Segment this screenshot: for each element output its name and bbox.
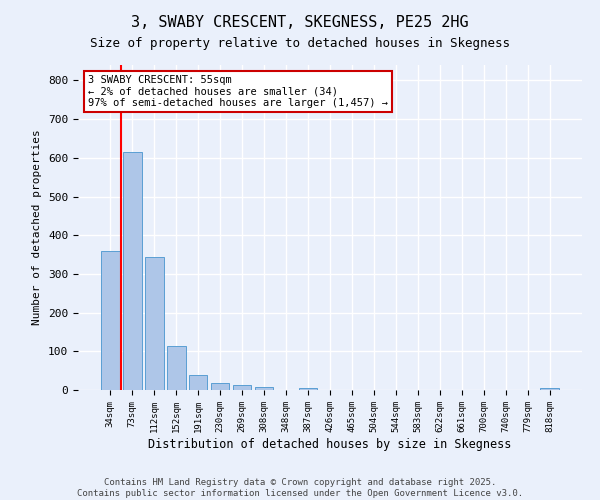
Bar (101, 250, 119, 390)
Bar (299, 388, 317, 390)
Text: 3 SWABY CRESCENT: 55sqm
← 2% of detached houses are smaller (34)
97% of semi-det: 3 SWABY CRESCENT: 55sqm ← 2% of detached… (88, 74, 388, 108)
Bar (233, 384, 251, 390)
Bar (189, 376, 208, 390)
X-axis label: Distribution of detached houses by size in Skegness: Distribution of detached houses by size … (148, 438, 512, 450)
Text: 3, SWABY CRESCENT, SKEGNESS, PE25 2HG: 3, SWABY CRESCENT, SKEGNESS, PE25 2HG (131, 15, 469, 30)
Y-axis label: Number of detached properties: Number of detached properties (32, 130, 43, 326)
Text: Size of property relative to detached houses in Skegness: Size of property relative to detached ho… (90, 38, 510, 51)
Bar (541, 388, 559, 390)
Bar (145, 258, 164, 390)
Bar (255, 387, 274, 390)
Bar (211, 383, 229, 390)
Bar (167, 346, 185, 390)
Bar (123, 152, 142, 390)
Text: Contains HM Land Registry data © Crown copyright and database right 2025.
Contai: Contains HM Land Registry data © Crown c… (77, 478, 523, 498)
